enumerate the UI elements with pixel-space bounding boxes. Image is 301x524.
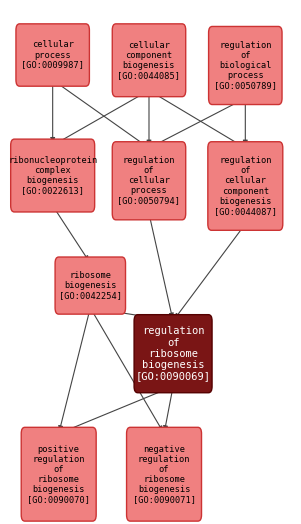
Text: regulation
of
cellular
process
[GO:0050794]: regulation of cellular process [GO:00507… [117,156,181,205]
FancyBboxPatch shape [16,24,89,86]
FancyBboxPatch shape [134,314,212,393]
FancyBboxPatch shape [11,139,95,212]
Text: regulation
of
biological
process
[GO:0050789]: regulation of biological process [GO:005… [214,41,277,90]
Text: negative
regulation
of
ribosome
biogenesis
[GO:0090071]: negative regulation of ribosome biogenes… [132,444,196,504]
FancyBboxPatch shape [127,428,202,521]
Text: cellular
component
biogenesis
[GO:0044085]: cellular component biogenesis [GO:004408… [117,41,181,80]
FancyBboxPatch shape [21,428,96,521]
FancyBboxPatch shape [209,26,282,105]
FancyBboxPatch shape [55,257,126,314]
Text: positive
regulation
of
ribosome
biogenesis
[GO:0090070]: positive regulation of ribosome biogenes… [27,444,90,504]
Text: cellular
process
[GO:0009987]: cellular process [GO:0009987] [21,40,84,70]
FancyBboxPatch shape [208,141,283,231]
Text: ribonucleoprotein
complex
biogenesis
[GO:0022613]: ribonucleoprotein complex biogenesis [GO… [8,156,97,195]
Text: ribosome
biogenesis
[GO:0042254]: ribosome biogenesis [GO:0042254] [59,271,122,300]
FancyBboxPatch shape [112,141,186,220]
Text: regulation
of
cellular
component
biogenesis
[GO:0044087]: regulation of cellular component biogene… [214,156,277,216]
Text: regulation
of
ribosome
biogenesis
[GO:0090069]: regulation of ribosome biogenesis [GO:00… [135,326,211,381]
FancyBboxPatch shape [112,24,186,96]
